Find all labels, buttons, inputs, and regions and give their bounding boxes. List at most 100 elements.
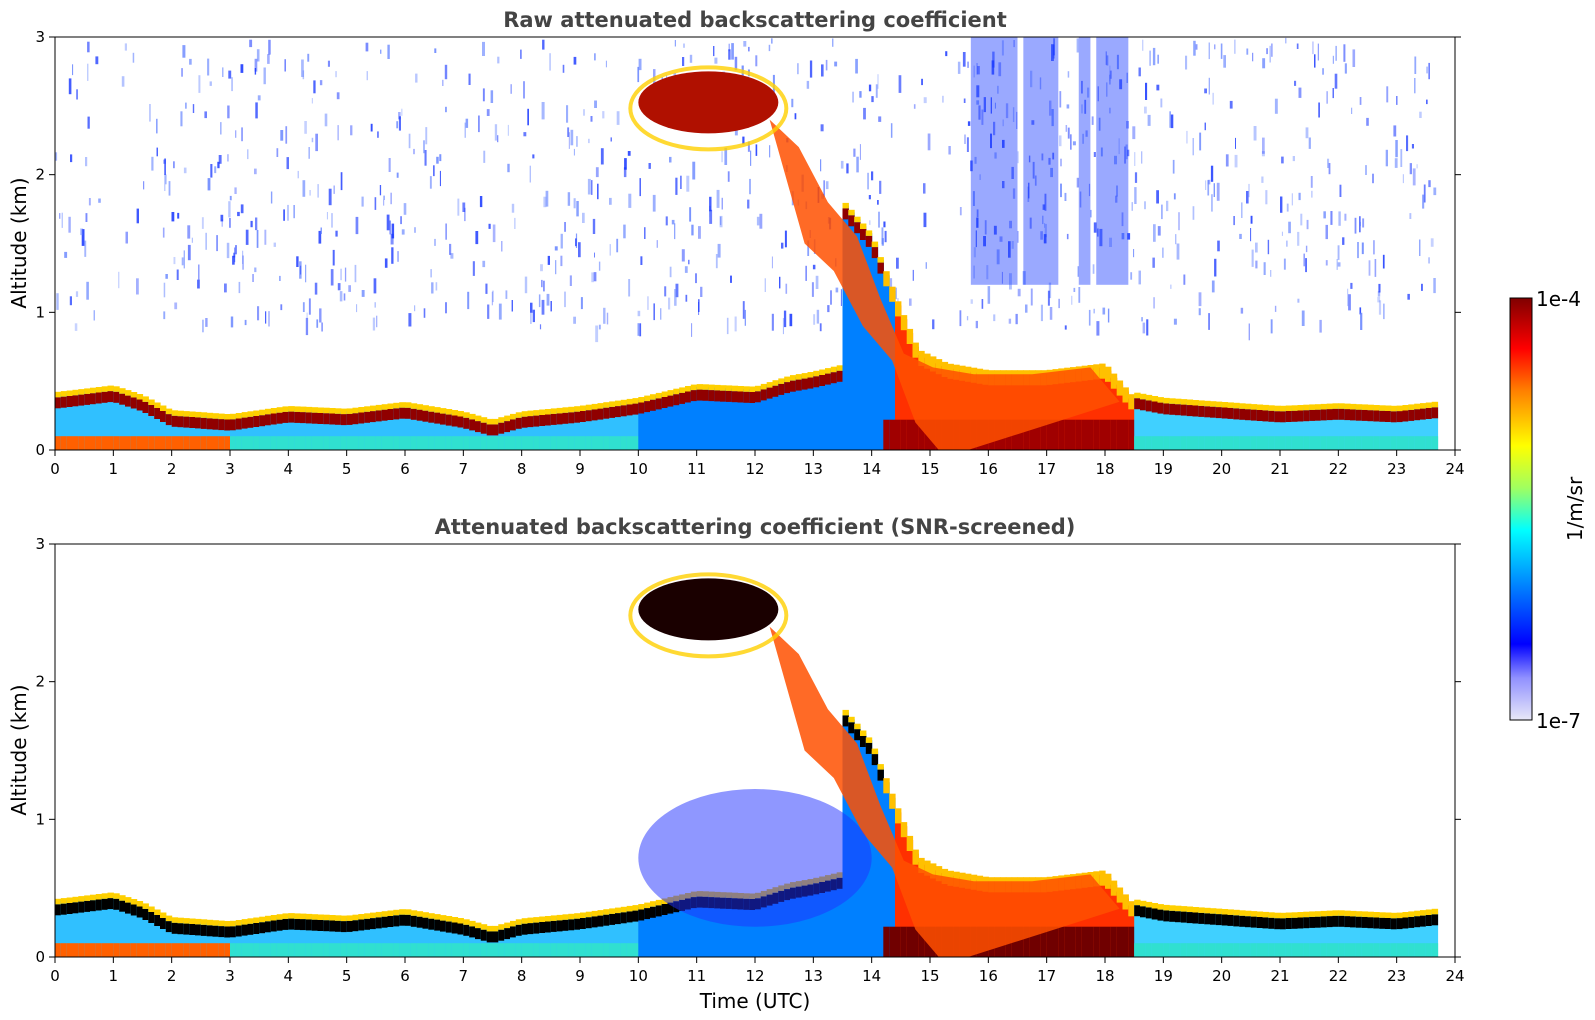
- cloud-edge: [895, 301, 902, 317]
- layer-top-fringe: [171, 917, 179, 923]
- noise-speckle: [1350, 282, 1353, 289]
- surface-layer: [1338, 436, 1345, 450]
- surface-layer: [119, 436, 126, 450]
- noise-speckle: [1426, 99, 1428, 105]
- aerosol-column: [200, 415, 208, 450]
- aerosol-column: [1303, 407, 1310, 450]
- surface-layer: [241, 436, 249, 450]
- layer-top-band: [294, 411, 301, 423]
- layer-top-band: [276, 919, 284, 931]
- noise-speckle: [69, 296, 72, 306]
- noise-speckle: [216, 235, 218, 252]
- aerosol-column: [1204, 910, 1211, 957]
- surface-layer: [1332, 943, 1339, 957]
- noise-speckle: [87, 63, 89, 81]
- cloud-base-dense: [906, 419, 914, 450]
- surface-layer: [1291, 943, 1299, 957]
- noise-speckle: [185, 102, 187, 109]
- layer-top-band: [603, 914, 610, 926]
- noise-speckle: [177, 212, 180, 219]
- layer-top-band: [311, 412, 319, 424]
- surface-layer: [253, 436, 260, 450]
- noise-speckle: [1204, 122, 1206, 131]
- layer-top-fringe: [702, 384, 709, 390]
- noise-speckle: [256, 49, 260, 62]
- noise-speckle: [198, 75, 201, 93]
- noise-speckle: [462, 202, 466, 212]
- noise-speckle: [1134, 152, 1136, 166]
- noise-speckle: [1328, 163, 1331, 175]
- noise-speckle: [1334, 73, 1338, 89]
- noise-speckle: [205, 232, 207, 250]
- surface-layer: [1186, 943, 1194, 957]
- noise-speckle: [781, 242, 784, 249]
- layer-top-band: [282, 411, 289, 423]
- noise-speckle: [205, 318, 208, 327]
- aerosol-column: [1379, 408, 1386, 450]
- layer-top-band: [603, 407, 610, 419]
- layer-top-fringe: [737, 386, 744, 392]
- noise-speckle: [273, 242, 276, 247]
- aerosol-column: [492, 421, 499, 450]
- noise-speckle: [1106, 82, 1108, 97]
- noise-speckle: [408, 313, 412, 327]
- surface-layer: [620, 943, 628, 957]
- aerosol-column: [130, 394, 138, 450]
- noise-speckle: [320, 227, 322, 234]
- surface-layer: [195, 943, 202, 957]
- surface-layer: [632, 436, 639, 450]
- noise-speckle: [388, 158, 391, 172]
- noise-speckle: [241, 127, 243, 142]
- layer-top-band: [609, 913, 616, 925]
- screened-aerosol-region: [638, 789, 872, 927]
- aerosol-column: [498, 420, 505, 450]
- cloud-base-dense: [1070, 419, 1077, 450]
- x-tick-label: 14: [862, 460, 881, 478]
- aerosol-column: [282, 916, 289, 957]
- layer-top-fringe: [807, 372, 814, 378]
- noise-speckle: [324, 113, 328, 127]
- layer-top-band: [836, 370, 844, 382]
- noise-speckle: [234, 247, 236, 263]
- noise-speckle: [221, 219, 223, 227]
- cloud-base-dense: [1029, 419, 1036, 450]
- noise-speckle: [1211, 194, 1213, 212]
- noise-speckle: [1267, 239, 1270, 255]
- noise-speckle: [93, 310, 95, 321]
- surface-layer: [1309, 436, 1316, 450]
- aerosol-column: [189, 414, 196, 450]
- aerosol-column: [609, 911, 616, 957]
- noise-speckle: [429, 176, 432, 189]
- noise-speckle: [923, 97, 927, 104]
- x-tick-label: 5: [342, 967, 352, 985]
- surface-layer: [457, 943, 464, 957]
- noise-speckle: [80, 228, 83, 236]
- layer-top-band: [527, 416, 534, 428]
- noise-speckle: [1170, 114, 1174, 129]
- aerosol-column: [1373, 914, 1380, 957]
- layer-top-band: [1175, 404, 1182, 416]
- layer-top-band: [200, 417, 208, 429]
- layer-top-band: [463, 417, 470, 429]
- noise-speckle: [1305, 127, 1309, 139]
- surface-layer: [603, 436, 610, 450]
- layer-top-fringe: [451, 410, 459, 416]
- cloud-edge: [895, 808, 902, 824]
- surface-layer: [323, 436, 330, 450]
- noise-speckle: [755, 55, 758, 67]
- aerosol-column: [737, 388, 744, 450]
- layer-top-band: [84, 900, 91, 912]
- layer-top-band: [720, 390, 727, 402]
- surface-layer: [620, 436, 628, 450]
- surface-layer: [189, 436, 196, 450]
- noise-speckle: [1093, 308, 1095, 314]
- noise-speckle: [674, 289, 677, 306]
- noise-speckle: [374, 302, 376, 308]
- aerosol-column: [521, 413, 529, 450]
- layer-top-band: [405, 407, 412, 419]
- aerosol-column: [807, 374, 814, 450]
- layer-top-band: [626, 911, 634, 923]
- aerosol-column: [807, 881, 814, 957]
- noise-speckle: [1097, 228, 1099, 237]
- noise-speckle: [468, 73, 471, 85]
